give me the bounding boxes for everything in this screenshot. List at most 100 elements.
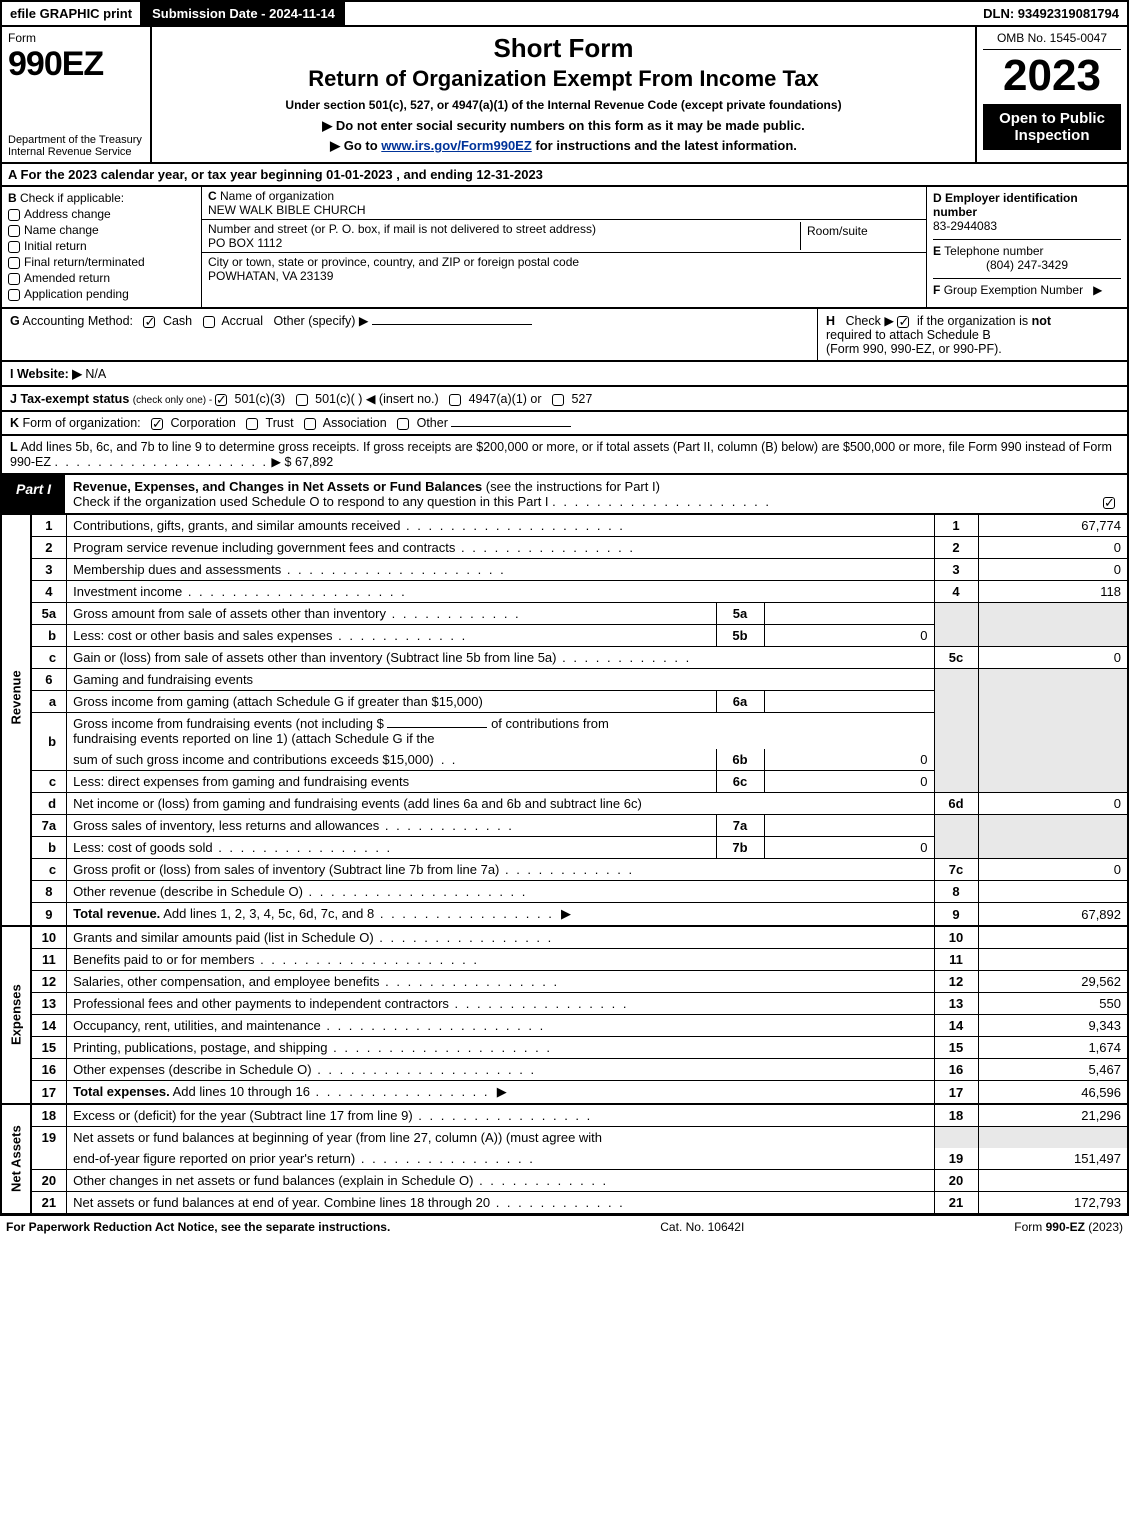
h-text-post: if the organization is <box>917 314 1032 328</box>
line-desc: Gross amount from sale of assets other t… <box>67 603 716 625</box>
line-6b-cont: sum of such gross income and contributio… <box>1 749 1128 771</box>
line-ref: 21 <box>934 1192 978 1215</box>
checkbox-icon <box>8 241 20 253</box>
line-ref: 5c <box>934 647 978 669</box>
shaded-cell <box>978 713 1128 750</box>
col-c-org-info: C Name of organization NEW WALK BIBLE CH… <box>202 187 927 307</box>
efile-print[interactable]: efile GRAPHIC print <box>2 2 142 25</box>
room-suite-label: Room/suite <box>800 222 920 250</box>
ein-label: Employer identification number <box>933 191 1078 219</box>
line-ref: 2 <box>934 537 978 559</box>
other-org-line[interactable] <box>451 426 571 427</box>
chk-cash[interactable] <box>143 316 155 328</box>
chk-label: Address change <box>24 207 111 221</box>
chk-schedule-b[interactable] <box>897 316 909 328</box>
form-of-org-label: Form of organization: <box>23 416 141 430</box>
dots <box>552 494 771 509</box>
line-desc: Less: cost of goods sold <box>67 837 716 859</box>
mini-label: 6c <box>716 771 764 793</box>
opt-527: 527 <box>571 392 592 406</box>
h-label: H <box>826 314 835 328</box>
accrual-label: Accrual <box>221 314 263 328</box>
shaded-cell <box>978 771 1128 793</box>
check-if-applicable: Check if applicable: <box>20 191 124 205</box>
net-assets-label-rotated: Net Assets <box>1 1104 31 1214</box>
line-desc: Salaries, other compensation, and employ… <box>67 971 934 993</box>
department: Department of the Treasury Internal Reve… <box>8 134 144 158</box>
h-not: not <box>1032 314 1051 328</box>
dln: DLN: 93492319081794 <box>975 2 1127 25</box>
dept-treasury: Department of the Treasury <box>8 134 142 146</box>
line-ref: 15 <box>934 1037 978 1059</box>
website-value: N/A <box>85 367 106 381</box>
chk-corporation[interactable] <box>151 418 163 430</box>
line-no: d <box>31 793 67 815</box>
city-value: POWHATAN, VA 23139 <box>208 269 333 283</box>
chk-initial-return[interactable]: Initial return <box>8 239 195 253</box>
line-6a: a Gross income from gaming (attach Sched… <box>1 691 1128 713</box>
chk-schedule-o[interactable] <box>1103 497 1115 509</box>
chk-527[interactable] <box>552 394 564 406</box>
opt-association: Association <box>323 416 387 430</box>
line-ref: 20 <box>934 1170 978 1192</box>
line-5b: b Less: cost or other basis and sales ex… <box>1 625 1128 647</box>
line-desc: Gross profit or (loss) from sales of inv… <box>67 859 934 881</box>
i-label: I <box>10 367 13 381</box>
line-6c: c Less: direct expenses from gaming and … <box>1 771 1128 793</box>
chk-trust[interactable] <box>246 418 258 430</box>
line-no: 20 <box>31 1170 67 1192</box>
h-text-pre: Check ▶ <box>845 314 897 328</box>
line-no: b <box>31 837 67 859</box>
shaded-cell <box>978 669 1128 691</box>
row-j-tax-exempt: J Tax-exempt status (check only one) - 5… <box>0 387 1129 412</box>
blank-line[interactable] <box>387 727 487 728</box>
line-desc: Gross sales of inventory, less returns a… <box>67 815 716 837</box>
chk-accrual[interactable] <box>203 316 215 328</box>
chk-amended-return[interactable]: Amended return <box>8 271 195 285</box>
part1-subtitle: (see the instructions for Part I) <box>486 479 660 494</box>
part1-header: Part I Revenue, Expenses, and Changes in… <box>0 475 1129 515</box>
line-5c: c Gain or (loss) from sale of assets oth… <box>1 647 1128 669</box>
form-header: Form 990EZ Department of the Treasury In… <box>0 27 1129 164</box>
city-label: City or town, state or province, country… <box>208 255 579 269</box>
chk-501c3[interactable] <box>215 394 227 406</box>
line-no: 17 <box>31 1081 67 1105</box>
chk-application-pending[interactable]: Application pending <box>8 287 195 301</box>
row-g-accounting: G Accounting Method: Cash Accrual Other … <box>2 309 817 360</box>
arrow-icon: ▶ <box>1093 283 1102 297</box>
chk-final-return[interactable]: Final return/terminated <box>8 255 195 269</box>
mini-label: 7b <box>716 837 764 859</box>
line-11: 11 Benefits paid to or for members 11 <box>1 949 1128 971</box>
footer-catalog: Cat. No. 10642I <box>660 1220 744 1234</box>
line-amount: 0 <box>978 793 1128 815</box>
irs-link[interactable]: www.irs.gov/Form990EZ <box>381 138 532 153</box>
line-ref: 1 <box>934 515 978 537</box>
revenue-label-rotated: Revenue <box>1 515 31 881</box>
line-no: 5a <box>31 603 67 625</box>
chk-association[interactable] <box>304 418 316 430</box>
line-desc: Investment income <box>67 581 934 603</box>
line-desc: Gaming and fundraising events <box>67 669 934 691</box>
other-input-line[interactable] <box>372 324 532 325</box>
opt-501c: 501(c)( ) ◀ (insert no.) <box>315 392 439 406</box>
mini-val: 0 <box>764 771 934 793</box>
chk-name-change[interactable]: Name change <box>8 223 195 237</box>
warning: ▶ Do not enter social security numbers o… <box>158 118 969 134</box>
header-left: Form 990EZ Department of the Treasury In… <box>2 27 152 162</box>
chk-address-change[interactable]: Address change <box>8 207 195 221</box>
mini-label: 5a <box>716 603 764 625</box>
name-of-org-label: Name of organization <box>220 189 334 203</box>
line-amount <box>978 926 1128 949</box>
mini-val <box>764 603 934 625</box>
shaded-cell <box>934 713 978 750</box>
line-desc: Net assets or fund balances at beginning… <box>67 1127 934 1149</box>
line-no: 7a <box>31 815 67 837</box>
line-10: Expenses 10 Grants and similar amounts p… <box>1 926 1128 949</box>
h-text3: (Form 990, 990-EZ, or 990-PF). <box>826 342 1002 356</box>
line-desc: Membership dues and assessments <box>67 559 934 581</box>
chk-4947[interactable] <box>449 394 461 406</box>
other-specify: Other (specify) ▶ <box>273 314 368 328</box>
chk-other-org[interactable] <box>397 418 409 430</box>
chk-501c[interactable] <box>296 394 308 406</box>
form-number: 990EZ <box>8 45 144 84</box>
